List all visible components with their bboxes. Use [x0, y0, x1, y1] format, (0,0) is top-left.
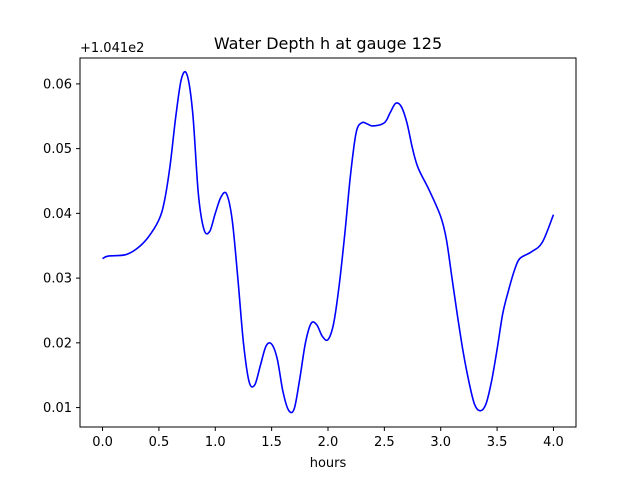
- y-tick-label: 0.05: [43, 142, 72, 157]
- x-tick-label: 2.0: [318, 435, 339, 450]
- y-tick-label: 0.03: [43, 272, 72, 287]
- plot-area: [102, 70, 555, 414]
- x-tick-label: 1.5: [261, 435, 282, 450]
- y-offset-label: +1.041e2: [80, 41, 144, 56]
- y-tick-label: 0.02: [43, 336, 72, 351]
- x-axis: 0.0 0.5 1.0 1.5 2.0 2.5 3.0 3.5 4.0: [92, 427, 564, 450]
- y-tick-label: 0.06: [43, 77, 72, 92]
- x-tick-label: 0.0: [92, 435, 113, 450]
- series-line: [102, 70, 555, 414]
- y-tick-label: 0.04: [43, 207, 72, 222]
- x-axis-label: hours: [310, 456, 347, 471]
- x-tick-label: 4.0: [543, 435, 564, 450]
- chart-title: Water Depth h at gauge 125: [214, 34, 442, 53]
- x-tick-label: 2.5: [374, 435, 395, 450]
- x-tick-label: 3.5: [487, 435, 508, 450]
- y-axis: 0.01 0.02 0.03 0.04 0.05 0.06: [43, 77, 80, 416]
- y-tick-label: 0.01: [43, 401, 72, 416]
- x-tick-label: 1.0: [205, 435, 226, 450]
- x-tick-label: 3.0: [430, 435, 451, 450]
- x-tick-label: 0.5: [149, 435, 170, 450]
